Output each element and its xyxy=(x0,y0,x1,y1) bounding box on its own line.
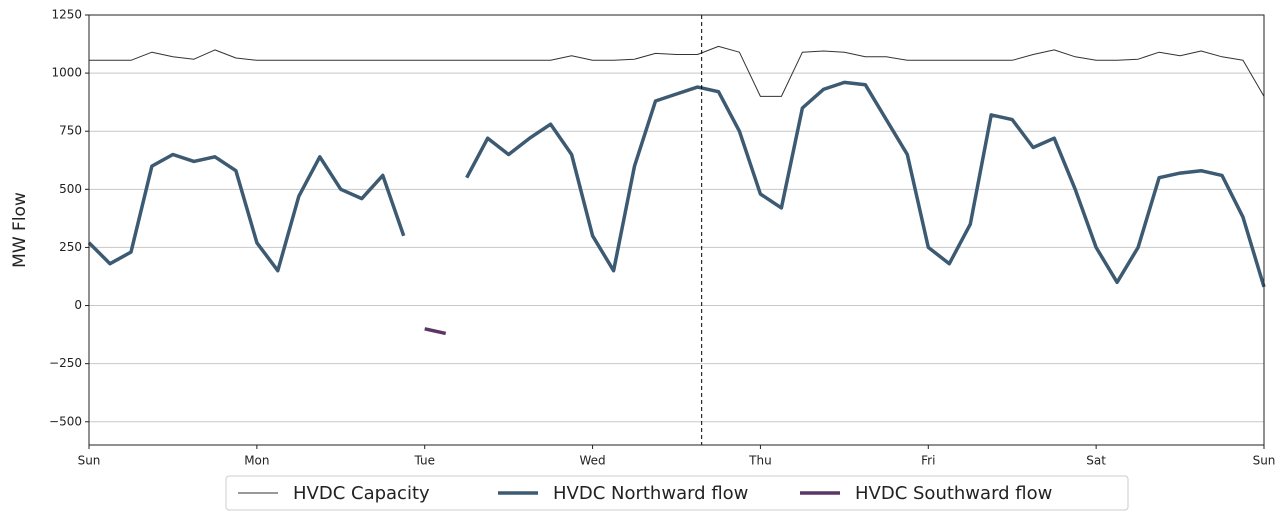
y-tick-label: −250 xyxy=(49,356,82,370)
x-tick-label: Wed xyxy=(579,454,605,468)
x-tick-label: Sat xyxy=(1086,454,1106,468)
y-tick-label: 500 xyxy=(59,182,82,196)
y-axis-label: MW Flow xyxy=(10,192,30,268)
series-line xyxy=(424,327,447,336)
x-tick-label: Sun xyxy=(78,454,101,468)
x-tick-label: Mon xyxy=(244,454,269,468)
x-tick-label: Sun xyxy=(1253,454,1276,468)
y-tick-label: −500 xyxy=(49,414,82,428)
legend-label: HVDC Capacity xyxy=(293,483,430,504)
legend-box xyxy=(225,475,1129,511)
x-tick-label: Tue xyxy=(413,454,435,468)
y-tick-label: 750 xyxy=(59,124,82,138)
legend-label: HVDC Southward flow xyxy=(855,483,1052,504)
y-tick-label: 1250 xyxy=(51,8,82,22)
series-line xyxy=(89,45,1265,97)
legend-label: HVDC Northward flow xyxy=(553,483,748,504)
y-tick-label: 0 xyxy=(74,298,82,312)
x-tick-label: Thu xyxy=(748,454,772,468)
x-tick-label: Fri xyxy=(921,454,935,468)
series-line xyxy=(87,80,1266,288)
y-tick-label: 1000 xyxy=(51,66,82,80)
y-tick-label: 250 xyxy=(59,240,82,254)
plot-frame xyxy=(88,14,1265,446)
